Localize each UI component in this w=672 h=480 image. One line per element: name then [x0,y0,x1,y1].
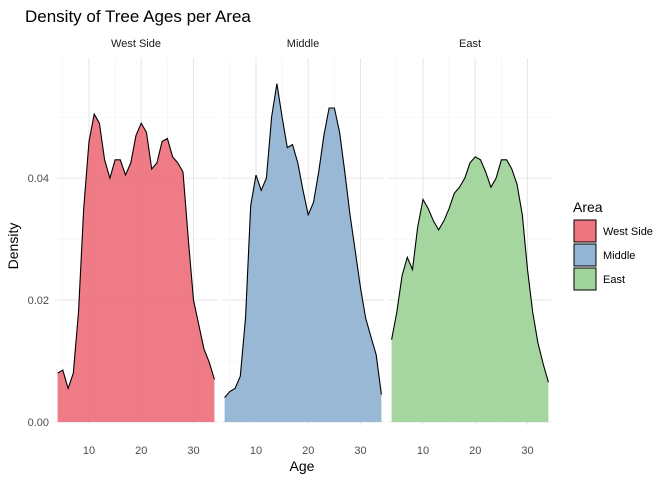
x-tick-label: 10 [417,445,429,457]
legend: Area West Side Middle East [573,199,653,291]
legend-label: West Side [603,226,653,238]
facet-strip-label: East [459,38,481,50]
x-tick-label: 30 [521,445,533,457]
density-area [57,114,215,422]
facet-panel-2: East 10 20 30 [389,38,551,457]
facet-panels: West Side 10 20 30 Middle 10 20 30 East 10 20 30 [55,38,551,457]
y-axis: 0.00 0.02 0.04 [28,173,49,429]
x-tick-label: 20 [469,445,481,457]
x-tick-label: 20 [135,445,147,457]
y-axis-label: Density [5,223,21,270]
legend-label: East [603,274,625,286]
density-line [224,83,382,398]
x-axis-label: Age [290,458,315,474]
y-tick-label: 0.02 [28,295,49,307]
x-tick-label: 30 [187,445,199,457]
density-line [57,112,215,391]
legend-key [573,219,597,243]
density-area [224,83,382,422]
legend-key [573,243,597,267]
legend-key [573,267,597,291]
density-area [391,156,549,423]
legend-title: Area [573,199,603,215]
y-tick-label: 0.00 [28,417,49,429]
x-tick-label: 10 [250,445,262,457]
density-line [391,156,549,383]
facet-strip-label: Middle [287,38,319,50]
facet-panel-1: Middle 10 20 30 [222,38,384,457]
chart-title: Density of Tree Ages per Area [25,7,251,26]
x-tick-label: 10 [83,445,95,457]
facet-strip-label: West Side [111,38,161,50]
x-tick-label: 30 [354,445,366,457]
legend-label: Middle [603,250,635,262]
y-tick-label: 0.04 [28,173,49,185]
facet-panel-0: West Side 10 20 30 [55,38,217,457]
x-tick-label: 20 [302,445,314,457]
